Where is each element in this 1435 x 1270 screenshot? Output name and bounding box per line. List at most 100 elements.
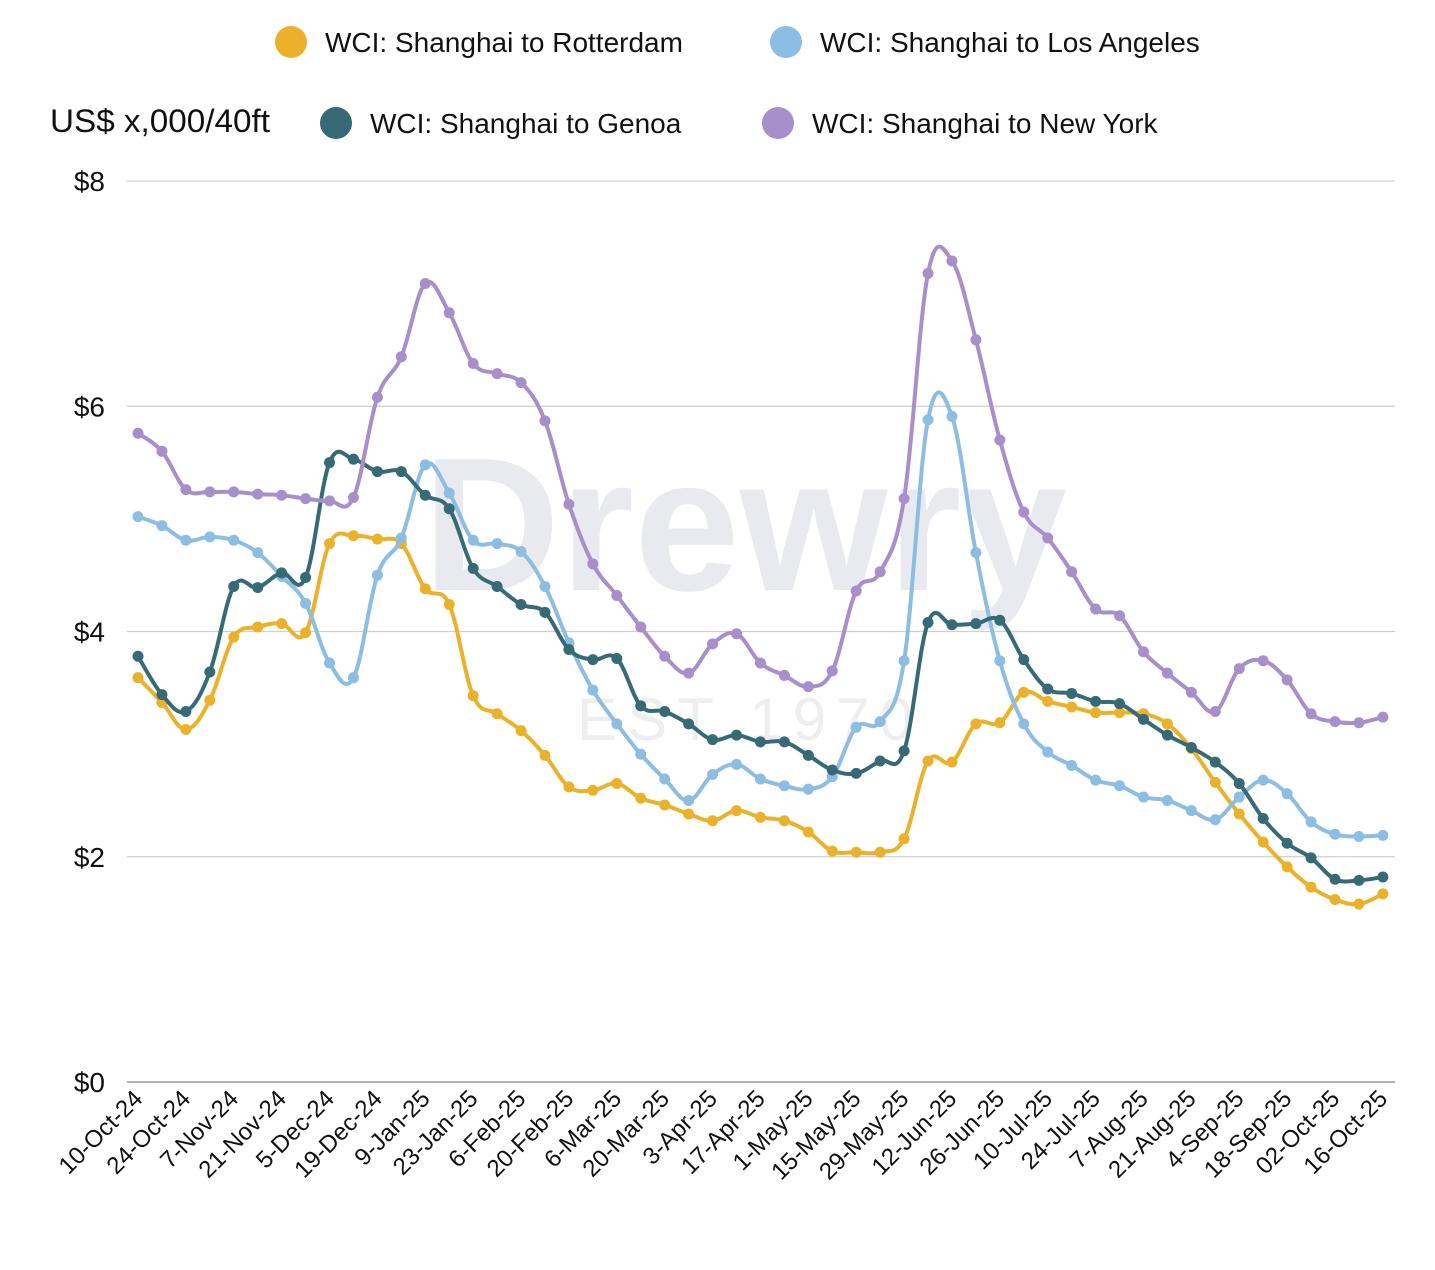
data-point xyxy=(754,736,766,748)
data-point xyxy=(228,534,240,546)
data-point xyxy=(132,511,144,523)
data-point xyxy=(1137,791,1149,803)
data-point xyxy=(252,488,264,500)
legend-item: WCI: Shanghai to New York xyxy=(762,107,1159,139)
data-point xyxy=(826,845,838,857)
data-point xyxy=(443,307,455,319)
data-point xyxy=(1161,794,1173,806)
data-point xyxy=(276,567,288,579)
legend-swatch xyxy=(320,107,352,139)
data-point xyxy=(1042,746,1054,758)
data-point xyxy=(707,815,719,827)
data-point xyxy=(1018,506,1030,518)
data-point xyxy=(1305,816,1317,828)
data-point xyxy=(276,489,288,501)
data-point xyxy=(946,410,958,422)
data-point xyxy=(252,621,264,633)
data-point xyxy=(802,681,814,693)
data-point xyxy=(491,580,503,592)
data-point xyxy=(252,582,264,594)
data-point xyxy=(1161,718,1173,730)
data-point xyxy=(1257,655,1269,667)
data-point xyxy=(204,694,216,706)
data-point xyxy=(395,532,407,544)
data-point xyxy=(922,267,934,279)
data-point xyxy=(1018,718,1030,730)
data-point xyxy=(252,547,264,559)
data-point xyxy=(754,773,766,785)
data-point xyxy=(204,531,216,543)
data-point xyxy=(156,520,168,532)
data-point xyxy=(228,486,240,498)
data-point xyxy=(898,833,910,845)
data-point xyxy=(515,546,527,558)
data-point xyxy=(946,619,958,631)
data-point xyxy=(874,846,886,858)
data-point xyxy=(563,498,575,510)
data-point xyxy=(587,784,599,796)
data-point xyxy=(1329,828,1341,840)
data-point xyxy=(228,580,240,592)
data-point xyxy=(419,583,431,595)
data-point xyxy=(371,569,383,581)
data-point xyxy=(802,749,814,761)
series-wci-shanghai-to-genoa xyxy=(132,449,1389,886)
data-point xyxy=(635,792,647,804)
data-point xyxy=(491,708,503,720)
data-point xyxy=(731,805,742,817)
data-point xyxy=(419,459,431,471)
data-point xyxy=(683,794,695,806)
data-point xyxy=(1066,566,1078,578)
data-point xyxy=(826,665,838,677)
data-point xyxy=(467,357,479,369)
data-point xyxy=(970,547,982,559)
data-point xyxy=(1377,888,1389,900)
data-point xyxy=(132,672,144,684)
data-point xyxy=(587,558,599,570)
data-point xyxy=(970,334,982,346)
data-point xyxy=(1281,861,1293,873)
data-point xyxy=(994,434,1006,446)
data-point xyxy=(563,644,575,656)
legend-label: WCI: Shanghai to New York xyxy=(812,108,1159,139)
data-point xyxy=(683,667,695,679)
data-point xyxy=(347,453,359,465)
data-point xyxy=(754,657,766,669)
data-point xyxy=(347,491,359,503)
data-point xyxy=(754,811,766,823)
data-point xyxy=(1090,707,1102,719)
data-point xyxy=(395,466,407,478)
legend-swatch xyxy=(770,26,802,58)
legend: US$ x,000/40ft WCI: Shanghai to Rotterda… xyxy=(50,26,1200,139)
data-point xyxy=(204,486,216,498)
data-point xyxy=(659,799,671,811)
drewry-watermark: Drewry EST 1970 xyxy=(423,419,1067,753)
data-point xyxy=(874,566,886,578)
data-point xyxy=(1353,898,1365,910)
data-point xyxy=(180,723,192,735)
data-point xyxy=(850,767,862,779)
data-point xyxy=(635,621,647,633)
data-point xyxy=(994,655,1006,667)
data-point xyxy=(324,657,336,669)
data-point xyxy=(1257,812,1269,824)
data-point xyxy=(994,717,1006,729)
data-point xyxy=(898,745,910,757)
data-point xyxy=(1257,836,1269,848)
data-point xyxy=(898,493,910,505)
data-point xyxy=(1377,829,1389,841)
data-point xyxy=(611,778,623,790)
data-point xyxy=(922,755,934,767)
data-point xyxy=(1257,774,1269,786)
data-point xyxy=(419,489,431,501)
data-point xyxy=(347,672,359,684)
data-point xyxy=(1233,791,1245,803)
data-point xyxy=(180,484,192,496)
data-point xyxy=(707,638,719,650)
data-point xyxy=(563,781,575,793)
data-point xyxy=(1042,532,1054,544)
data-point xyxy=(371,391,383,403)
data-point xyxy=(1329,873,1341,885)
data-point xyxy=(180,534,192,546)
data-point xyxy=(635,748,647,760)
